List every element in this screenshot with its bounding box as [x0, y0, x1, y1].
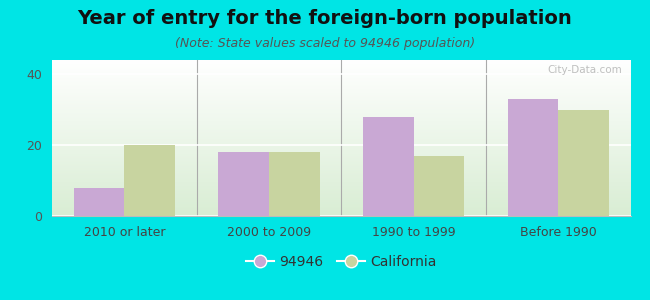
- Bar: [558, 110, 609, 216]
- Text: (Note: State values scaled to 94946 population): (Note: State values scaled to 94946 popu…: [175, 38, 475, 50]
- Bar: [413, 156, 464, 216]
- Bar: [218, 152, 269, 216]
- Bar: [508, 99, 558, 216]
- Text: Year of entry for the foreign-born population: Year of entry for the foreign-born popul…: [77, 9, 573, 28]
- Bar: [124, 145, 175, 216]
- Text: City-Data.com: City-Data.com: [547, 65, 622, 75]
- Bar: [363, 117, 413, 216]
- Bar: [73, 188, 124, 216]
- Bar: [269, 152, 320, 216]
- Legend: 94946, California: 94946, California: [240, 250, 443, 274]
